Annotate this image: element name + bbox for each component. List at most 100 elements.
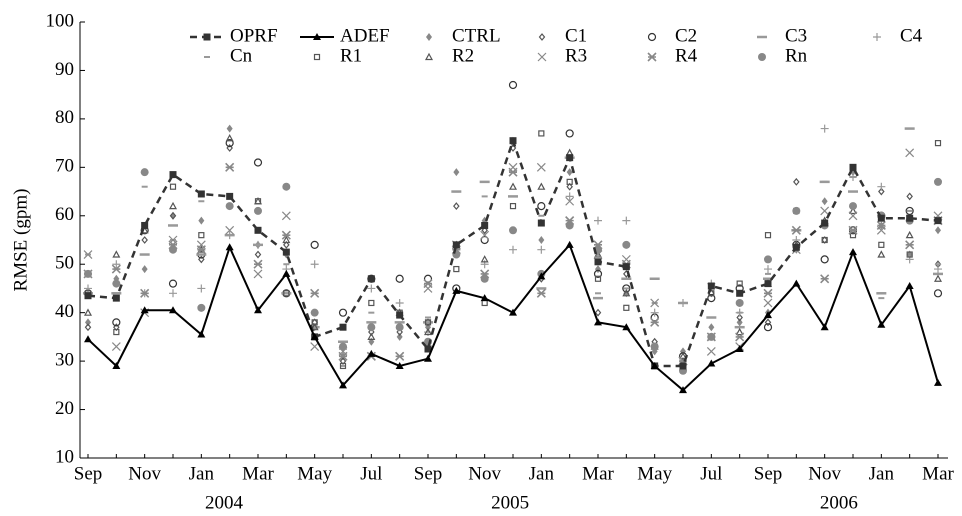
marker xyxy=(254,206,262,215)
marker-shape xyxy=(282,182,291,191)
marker xyxy=(934,378,942,386)
marker-shape xyxy=(735,327,744,336)
marker xyxy=(537,219,545,227)
marker-shape xyxy=(281,230,291,240)
legend-label: R4 xyxy=(675,45,698,66)
marker xyxy=(848,211,858,221)
x-tick-label: Jul xyxy=(700,463,722,484)
marker xyxy=(225,202,234,211)
marker-shape xyxy=(679,362,687,370)
marker-shape xyxy=(226,124,233,133)
marker-shape xyxy=(707,332,716,341)
marker-shape xyxy=(650,298,660,308)
marker xyxy=(793,177,800,186)
marker-shape xyxy=(453,202,460,211)
marker-shape xyxy=(537,272,546,280)
x-tick-label: Mar xyxy=(922,463,954,484)
marker-shape xyxy=(453,168,460,177)
marker xyxy=(905,206,914,216)
marker-shape xyxy=(282,235,291,244)
marker-shape xyxy=(536,162,546,172)
marker xyxy=(565,196,575,206)
marker xyxy=(453,202,460,211)
legend-label: R3 xyxy=(565,45,587,66)
marker xyxy=(622,289,631,297)
marker-shape xyxy=(877,320,886,328)
marker xyxy=(679,362,687,370)
marker xyxy=(650,298,660,308)
year-label: 2005 xyxy=(491,492,529,513)
marker-shape xyxy=(934,140,942,147)
marker xyxy=(707,332,716,341)
marker-shape xyxy=(678,352,688,360)
marker-shape xyxy=(197,284,206,293)
marker-shape xyxy=(508,80,518,90)
marker-shape xyxy=(395,274,404,283)
marker-shape xyxy=(84,269,92,278)
y-tick-label: 50 xyxy=(55,253,74,274)
marker xyxy=(111,264,121,274)
marker xyxy=(622,263,630,271)
marker xyxy=(253,158,263,167)
marker-shape xyxy=(934,177,942,186)
marker xyxy=(226,144,233,152)
marker-shape xyxy=(848,211,858,221)
marker xyxy=(310,342,320,352)
legend-label: Cn xyxy=(230,45,253,66)
marker xyxy=(112,260,121,269)
marker-shape xyxy=(566,178,573,185)
marker-shape xyxy=(112,279,121,288)
marker xyxy=(254,250,262,259)
marker-shape xyxy=(481,299,488,307)
marker-shape xyxy=(593,250,603,258)
marker-shape xyxy=(764,280,772,288)
marker xyxy=(791,225,801,235)
marker xyxy=(650,361,659,369)
legend-label: R2 xyxy=(452,45,474,66)
marker-shape xyxy=(538,236,545,244)
marker-shape xyxy=(480,255,489,263)
marker-shape xyxy=(708,323,715,332)
legend-label: C4 xyxy=(900,25,923,46)
marker xyxy=(566,182,573,191)
marker-shape xyxy=(452,286,461,294)
marker xyxy=(197,303,206,312)
marker-shape xyxy=(310,332,319,340)
marker xyxy=(905,148,915,158)
marker-shape xyxy=(339,362,347,370)
marker xyxy=(792,206,801,215)
marker-shape xyxy=(339,357,347,366)
marker xyxy=(367,349,376,357)
marker xyxy=(735,298,744,307)
marker-shape xyxy=(480,294,489,302)
marker xyxy=(764,265,772,274)
marker xyxy=(623,304,630,311)
marker xyxy=(169,183,177,190)
marker xyxy=(112,318,121,327)
marker xyxy=(706,346,716,356)
marker-shape xyxy=(849,232,857,239)
marker-shape xyxy=(820,206,830,216)
marker xyxy=(509,226,517,235)
marker xyxy=(83,308,93,316)
marker xyxy=(820,206,830,216)
marker xyxy=(735,327,744,336)
marker xyxy=(367,323,376,332)
marker-shape xyxy=(254,240,262,249)
marker xyxy=(197,190,205,198)
marker-shape xyxy=(310,288,320,298)
marker xyxy=(480,255,489,263)
x-tick-label: Sep xyxy=(74,463,103,484)
marker-shape xyxy=(169,245,177,254)
marker xyxy=(565,192,574,201)
marker xyxy=(906,251,913,258)
x-tick-label: Nov xyxy=(128,463,161,484)
marker xyxy=(821,197,828,206)
marker xyxy=(254,240,262,249)
marker-shape xyxy=(254,250,262,259)
marker xyxy=(708,323,715,332)
marker xyxy=(679,386,687,394)
marker-shape xyxy=(282,248,290,256)
marker xyxy=(423,327,433,336)
marker xyxy=(395,361,404,369)
